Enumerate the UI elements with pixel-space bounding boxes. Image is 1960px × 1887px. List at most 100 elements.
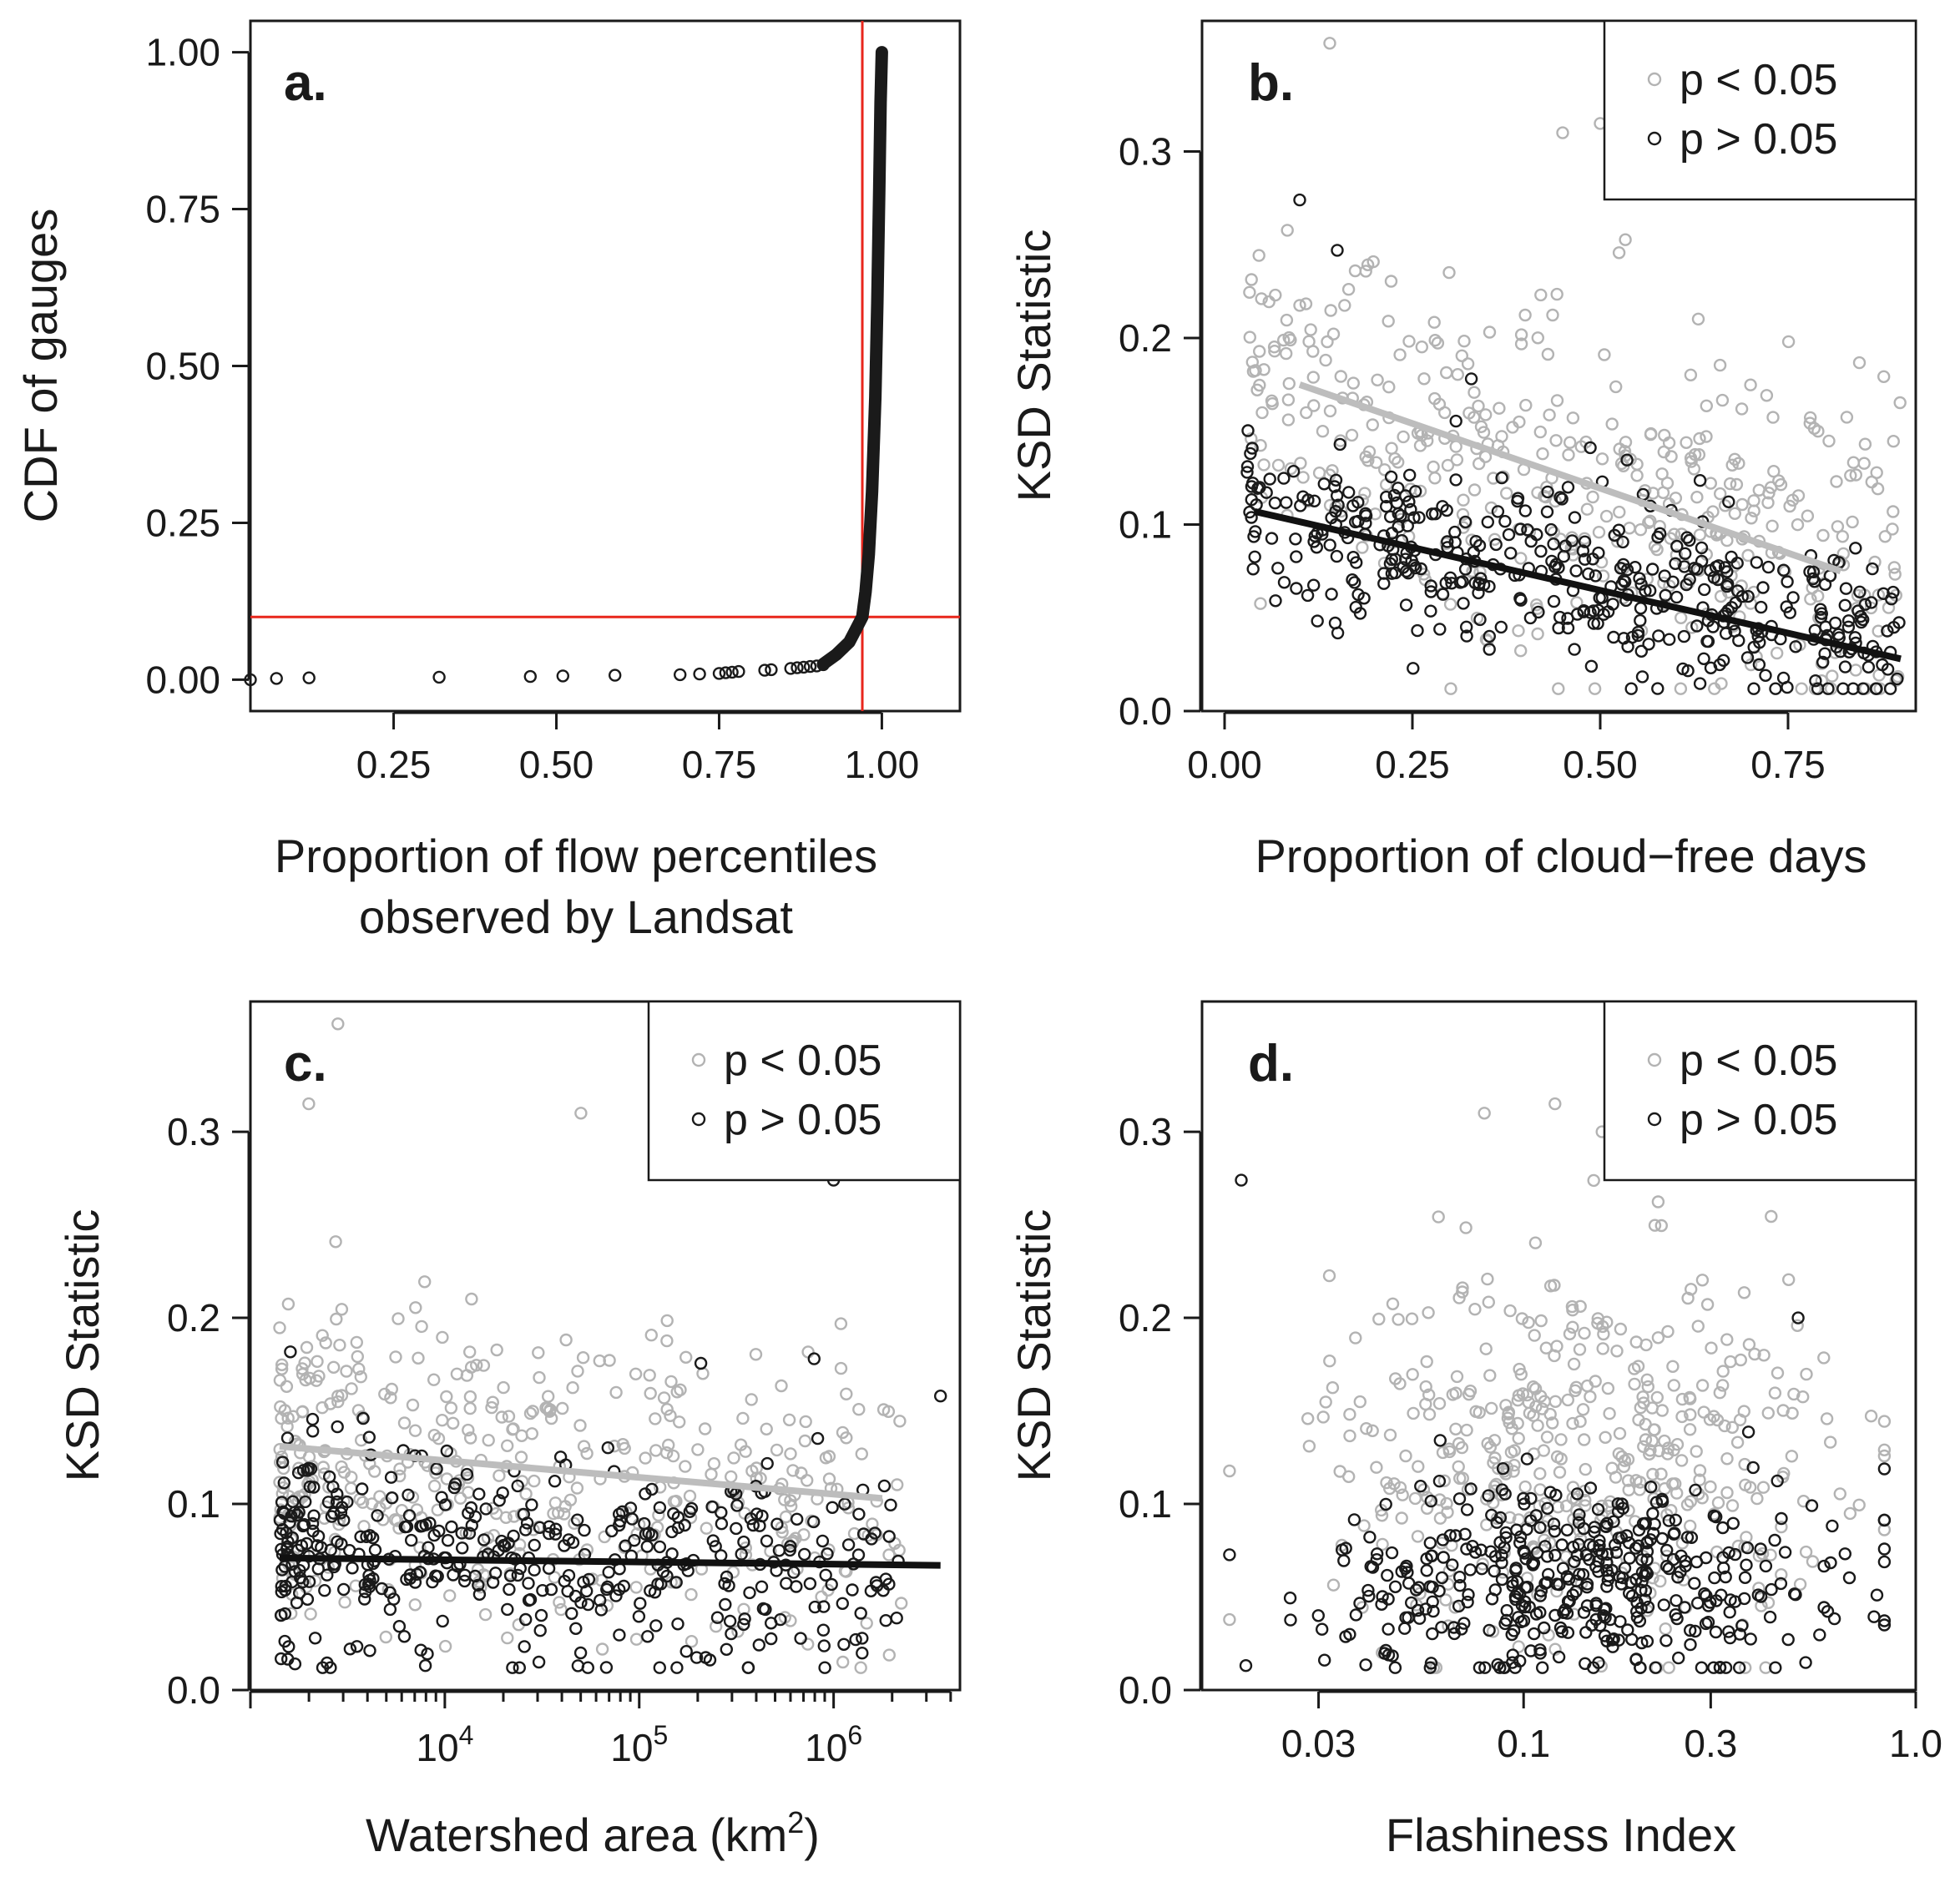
panel-c-point-black [278,1583,292,1597]
panel-d-point-gray [1554,1452,1568,1466]
panel-b-point-black [1670,539,1684,553]
panel-b-point-gray [1450,453,1464,467]
panel-b-point-black [1325,588,1338,601]
panel-b-point-gray [1893,396,1907,410]
panel-d-point-black [1659,1559,1674,1573]
panel-c-point-black [720,1642,733,1657]
panel-d-point-gray [1301,1412,1315,1425]
panel-c-point-black [275,1579,288,1593]
panel-b-point-black [1577,604,1591,618]
panel-a-cdf-point [693,667,706,681]
panel-c-point-gray [384,1391,397,1405]
panel-d-point-gray [1738,1457,1751,1471]
panel-b-point-gray [1359,265,1372,278]
panel-b-point-black [1808,575,1821,588]
panel-d-point-gray [1680,1498,1695,1511]
panel-b-point-black [1838,598,1852,612]
panel-b-point-gray [1852,356,1867,370]
panel-c-point-gray [478,1607,493,1622]
panel-b-point-gray [1293,299,1306,312]
panel-c-point-black [460,1467,474,1481]
panel-b-point-black [1754,600,1768,614]
panel-b-point-gray [1786,493,1800,507]
panel-b-point-gray [1599,509,1614,523]
panel-d-point-gray [1594,1659,1609,1673]
panel-b-point-gray [1807,421,1821,435]
panel-d-point-gray [1823,1435,1837,1449]
panel-b-point-gray [1245,356,1260,369]
panel-c-point-black [522,1577,535,1590]
panel-d-point-black [1498,1541,1511,1555]
panel-c-point-gray [819,1451,833,1465]
panel-d-point-gray [1650,1390,1664,1405]
panel-c-point-black [432,1524,446,1538]
panel-c-point-gray [391,1312,405,1325]
panel-c-point-gray [507,1422,520,1435]
panel-c-point-gray [778,1493,791,1506]
panel-b-point-gray [1644,426,1658,441]
panel-d-point-black [1629,1652,1643,1667]
panel-d-point-black [1488,1564,1501,1578]
panel-d-letter: d. [1248,1035,1294,1092]
panel-a-x-tick-label: 0.50 [519,743,594,786]
panel-c-point-gray [463,1345,477,1359]
panel-d-point-black [1370,1547,1384,1561]
panel-d-point-black [1359,1658,1372,1672]
panel-b-point-black [1392,482,1405,495]
panel-d-point-black [1447,1627,1462,1641]
panel-d-point-gray [1613,1426,1627,1440]
panel-b-point-black [1379,490,1393,504]
panel-d-point-black [1612,1531,1625,1545]
panel-c-point-gray [770,1443,784,1457]
panel-d-point-gray [1596,1342,1609,1355]
panel-c-point-black [528,1538,541,1552]
panel-a-x-tick-label: 0.25 [356,743,432,786]
panel-b-point-black [1387,488,1402,502]
panel-d-point-gray [1515,1312,1529,1325]
panel-d-point-black [1382,1622,1395,1636]
panel-b-point-black [1331,244,1344,257]
panel-c-point-black [503,1582,516,1597]
panel-d-point-black [1385,1546,1399,1560]
panel-b-point-black [1359,507,1372,520]
panel-c-point-gray [330,1312,343,1326]
panel-d-point-black [1685,1531,1699,1545]
panel-d-point-black [1553,1577,1566,1592]
panel-c-point-black [837,1637,851,1652]
panel-b-point-black [1317,477,1331,491]
panel-c-point-black [573,1646,588,1660]
panel-c-marks [273,1017,947,1674]
panel-d-point-black [1537,1621,1551,1635]
panel-d-point-gray [1675,1392,1690,1406]
panel-b-point-gray [1723,477,1737,491]
panel-c-point-gray [745,1393,758,1406]
panel-d-point-black [1409,1583,1423,1597]
panel-d-point-gray [1223,1612,1236,1627]
panel-d-point-black [1683,1623,1697,1637]
panel-c-point-black [614,1514,627,1528]
panel-d-point-gray [1442,1619,1455,1632]
panel-b-point-black [1584,441,1597,455]
panel-c-point-black [684,1501,699,1516]
panel-b-point-gray [1371,373,1384,386]
panel-b-point-gray [1857,457,1871,470]
panel-c-point-black [876,1584,890,1597]
panel-b-point-black [1881,663,1895,676]
panel-d-point-gray [1658,1434,1671,1448]
panel-a-cdf-point [432,670,446,684]
panel-b-point-gray [1840,411,1854,424]
panel-c-point-black [653,1661,666,1674]
panel-d-point-gray [1432,1210,1445,1224]
panel-b-point-black [1676,662,1690,676]
panel-b-point-gray [1441,458,1455,472]
panel-b-point-black [1311,614,1324,628]
panel-c-point-gray [801,1474,814,1487]
panel-a-cdf-chart: 0.000.250.500.751.000.25 0.50 0.75 1.00 a. … [14,19,962,943]
panel-b-point-black [1502,527,1516,542]
panel-d-point-black [1483,1623,1496,1637]
panel-d-point-black [1495,1483,1509,1496]
panel-b-point-gray [1708,682,1721,695]
panel-d-point-gray [1761,1406,1776,1420]
panel-d-point-black [1223,1548,1236,1562]
panel-c-point-black [346,1562,359,1575]
